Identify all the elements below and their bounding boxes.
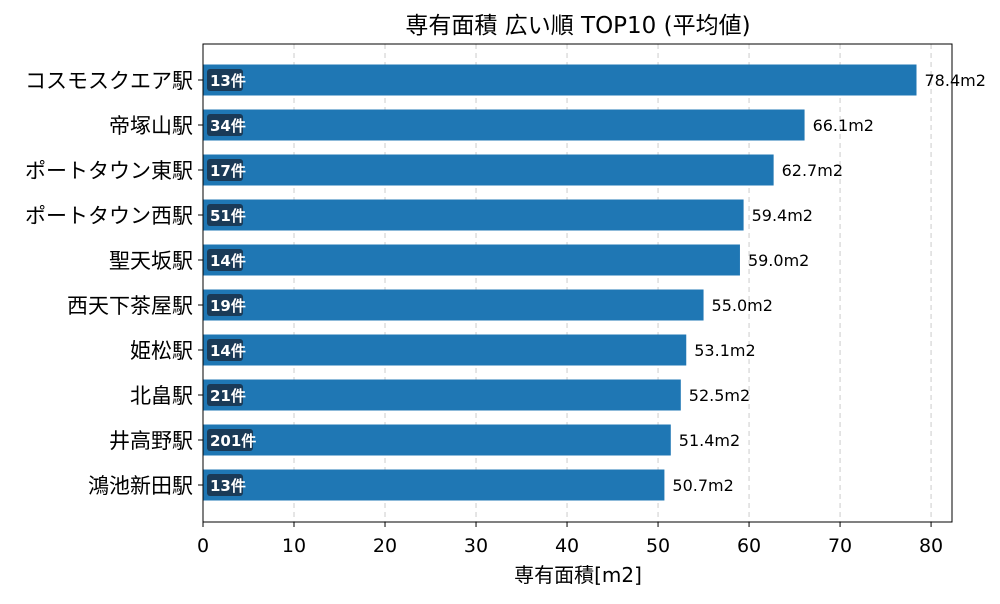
y-tick-label: ポートタウン東駅 [25,159,193,183]
plot-frame [202,43,953,523]
y-tick-label: 鴻池新田駅 [88,474,193,498]
y-tick-label: 北畠駅 [130,384,193,408]
bar [203,424,671,456]
chart-title: 専有面積 広い順 TOP10 (平均値) [405,13,750,39]
x-tick-label: 40 [555,535,579,557]
y-tick-label: 帝塚山駅 [109,114,193,138]
axes: 0 10 20 30 40 50 60 70 80 コスモスクエア駅帝塚山駅ポートタウン東駅ポート… [25,69,943,557]
count-label: 14件 [210,252,246,270]
x-axis-label: 専有面積[m2] [514,563,642,587]
value-label: 62.7m2 [782,161,843,180]
x-tick-label: 10 [282,535,306,557]
value-label: 66.1m2 [813,116,874,135]
y-tick-label: コスモスクエア駅 [25,69,193,93]
value-label: 59.4m2 [752,206,813,225]
x-tick-label: 0 [197,535,209,557]
value-label: 78.4m2 [925,71,986,90]
bar [203,289,704,321]
count-badge [207,294,243,316]
bar [203,244,740,276]
count-badge [207,204,243,226]
y-tick-label: ポートタウン西駅 [25,204,193,228]
count-badge [207,159,243,181]
count-badge [207,429,253,451]
bars: 78.4m2 13件 66.1m2 34件 62.7m2 17件 59.4m2 51件 59.0… [203,64,986,501]
count-label: 21件 [210,387,246,405]
bar [203,334,687,366]
y-tick-label: 姫松駅 [130,339,193,363]
count-label: 13件 [210,477,246,495]
bar [203,379,681,411]
y-tick-label: 井高野駅 [109,429,193,453]
count-badge [207,69,243,91]
value-label: 50.7m2 [672,476,733,495]
x-tick-label: 50 [646,535,670,557]
count-label: 201件 [210,432,256,450]
bar [203,154,774,186]
count-label: 34件 [210,117,246,135]
count-badge [207,114,243,136]
value-label: 55.0m2 [712,296,773,315]
value-label: 59.0m2 [748,251,809,270]
x-tick-label: 70 [828,535,852,557]
x-tick-label: 60 [737,535,761,557]
bar [203,64,917,96]
bar [203,199,744,231]
bar [203,109,805,141]
count-badge [207,249,243,271]
x-tick-label: 80 [919,535,943,557]
x-tick-label: 30 [464,535,488,557]
bar [203,469,665,501]
y-tick-label: 聖天坂駅 [109,249,193,273]
count-label: 17件 [210,162,246,180]
count-label: 13件 [210,72,246,90]
value-label: 53.1m2 [694,341,755,360]
count-label: 19件 [210,297,246,315]
count-badge [207,339,243,361]
value-label: 52.5m2 [689,386,750,405]
count-label: 51件 [210,207,246,225]
value-label: 51.4m2 [679,431,740,450]
y-tick-label: 西天下茶屋駅 [67,294,193,318]
count-badge [207,474,243,496]
count-label: 14件 [210,342,246,360]
x-tick-label: 20 [373,535,397,557]
count-badge [207,384,243,406]
